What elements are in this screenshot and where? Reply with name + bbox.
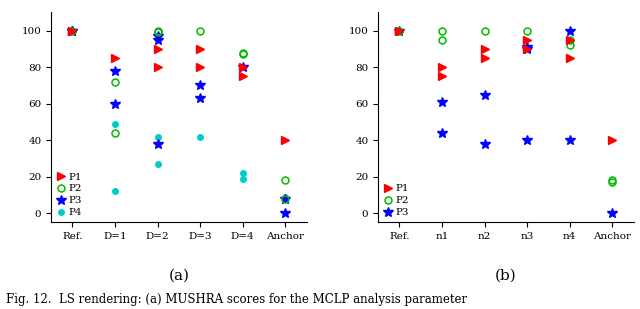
Text: Fig. 12.  LS rendering: (a) MUSHRA scores for the MCLP analysis parameter: Fig. 12. LS rendering: (a) MUSHRA scores…: [6, 293, 468, 306]
Legend: P1, P2, P3, P4: P1, P2, P3, P4: [56, 172, 83, 217]
Text: (b): (b): [495, 269, 516, 283]
Text: (a): (a): [168, 269, 189, 283]
Legend: P1, P2, P3: P1, P2, P3: [383, 184, 410, 217]
